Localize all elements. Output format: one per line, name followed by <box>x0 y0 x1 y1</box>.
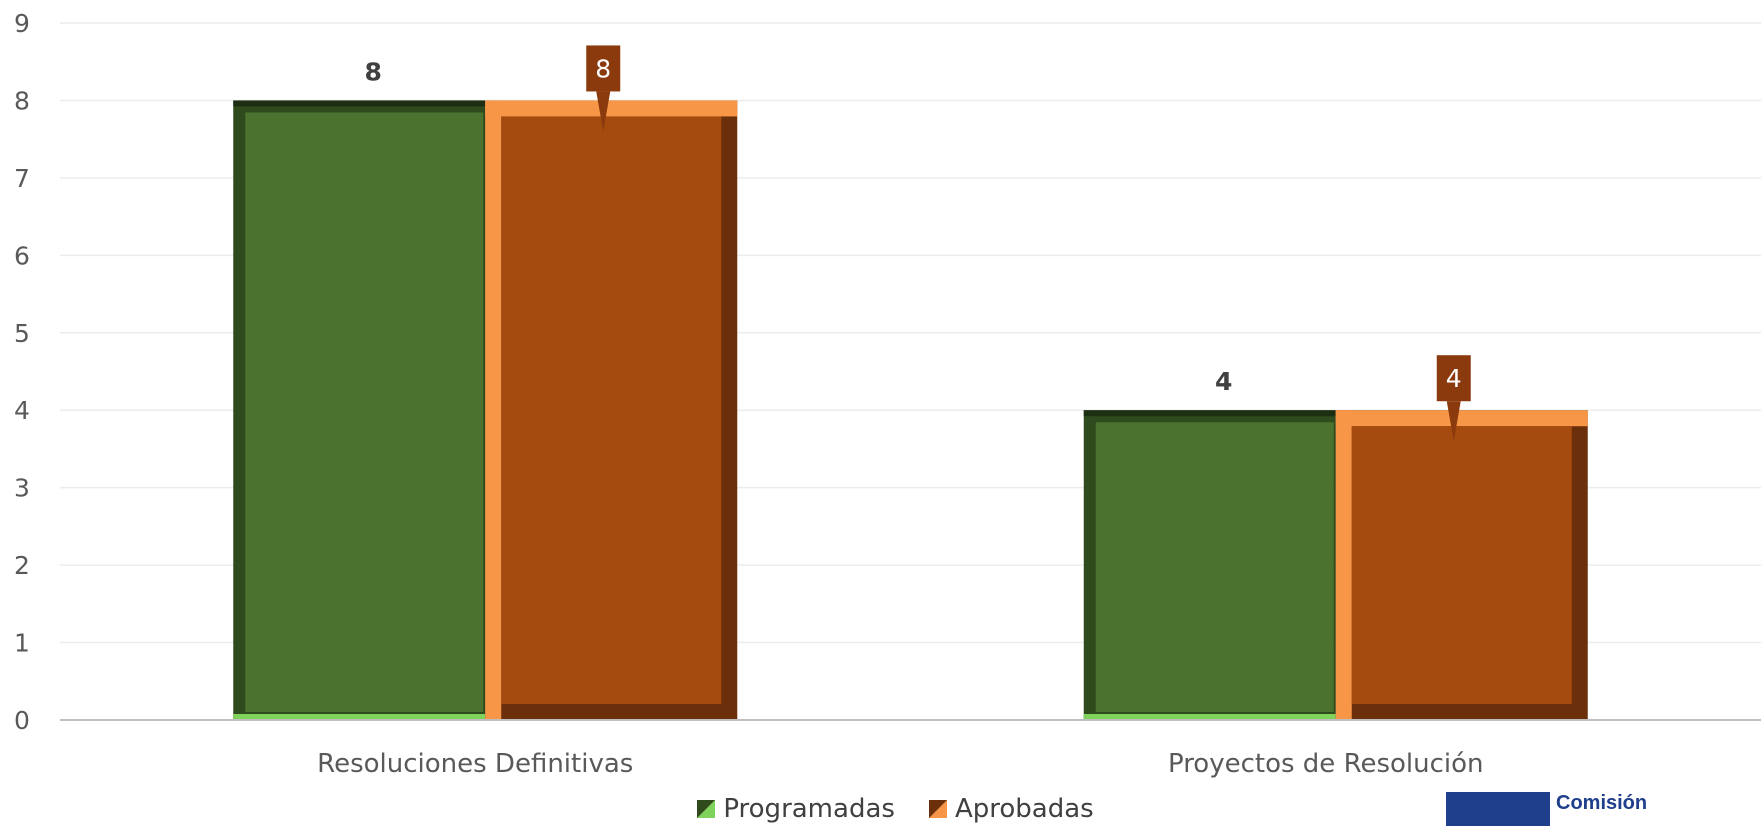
bar-top-edge <box>1335 410 1588 427</box>
bar-face <box>245 112 484 712</box>
bar-top-edge <box>485 100 738 117</box>
data-label-programadas-0: 8 <box>365 57 382 86</box>
legend-swatch-programadas <box>697 800 716 818</box>
bar-aprobadas-1 <box>1335 410 1588 720</box>
y-tick-label-4: 4 <box>14 396 30 425</box>
y-axis-ticks: 0 1 2 3 4 5 6 7 8 9 <box>14 9 30 735</box>
y-tick-label-8: 8 <box>14 86 30 115</box>
bar-bottom-edge <box>233 714 486 720</box>
organization-logo: Comisión <box>1446 792 1647 826</box>
callout-pointer-0 <box>596 91 611 132</box>
bar-left-edge <box>485 100 502 720</box>
logo-mark <box>1446 792 1550 826</box>
y-tick-label-5: 5 <box>14 319 30 348</box>
y-tick-label-7: 7 <box>14 164 30 193</box>
legend-label-programadas: Programadas <box>723 794 895 824</box>
legend-swatch-aprobadas <box>928 800 947 818</box>
bar-face <box>501 116 722 704</box>
bars <box>233 100 1588 720</box>
y-tick-label-3: 3 <box>14 474 30 503</box>
callout-box-1 <box>1436 355 1471 402</box>
legend: Programadas Aprobadas <box>0 792 1761 826</box>
data-label-aprobadas-1: 4 <box>1446 364 1462 393</box>
y-tick-label-6: 6 <box>14 241 30 270</box>
callout-box-0 <box>586 45 621 92</box>
category-label-1: Proyectos de Resolución <box>1168 749 1484 779</box>
y-tick-label-2: 2 <box>14 551 30 580</box>
data-label-aprobadas-0: 8 <box>595 54 611 83</box>
y-tick-label-9: 9 <box>14 9 30 38</box>
legend-label-aprobadas: Aprobadas <box>954 794 1094 824</box>
bar-programadas-1 <box>1083 410 1336 720</box>
bar-bottom-edge <box>1083 714 1336 720</box>
y-tick-label-1: 1 <box>14 629 30 658</box>
legend-item-aprobadas: Aprobadas <box>928 792 1094 826</box>
logo-text: Comisión <box>1556 792 1648 814</box>
bar-top-edge <box>1083 410 1336 417</box>
bar-chart: 0 1 2 3 4 5 6 7 8 9 Resoluciones Definitivas Proye… <box>14 9 1761 779</box>
y-tick-label-0: 0 <box>14 706 30 735</box>
callout-pointer-1 <box>1446 401 1461 442</box>
bar-left-edge <box>1335 410 1352 720</box>
category-labels: Resoluciones Definitivas Proyectos de Res… <box>317 749 1483 779</box>
bar-aprobadas-0 <box>485 100 738 720</box>
bar-face <box>1095 422 1334 712</box>
data-labels: 8 8 4 4 <box>365 45 1471 442</box>
bar-face <box>1351 426 1572 704</box>
legend-item-programadas: Programadas <box>697 792 895 826</box>
data-label-programadas-1: 4 <box>1215 367 1232 396</box>
bar-top-edge <box>233 100 486 107</box>
category-label-0: Resoluciones Definitivas <box>317 749 633 779</box>
bar-programadas-0 <box>233 100 486 720</box>
